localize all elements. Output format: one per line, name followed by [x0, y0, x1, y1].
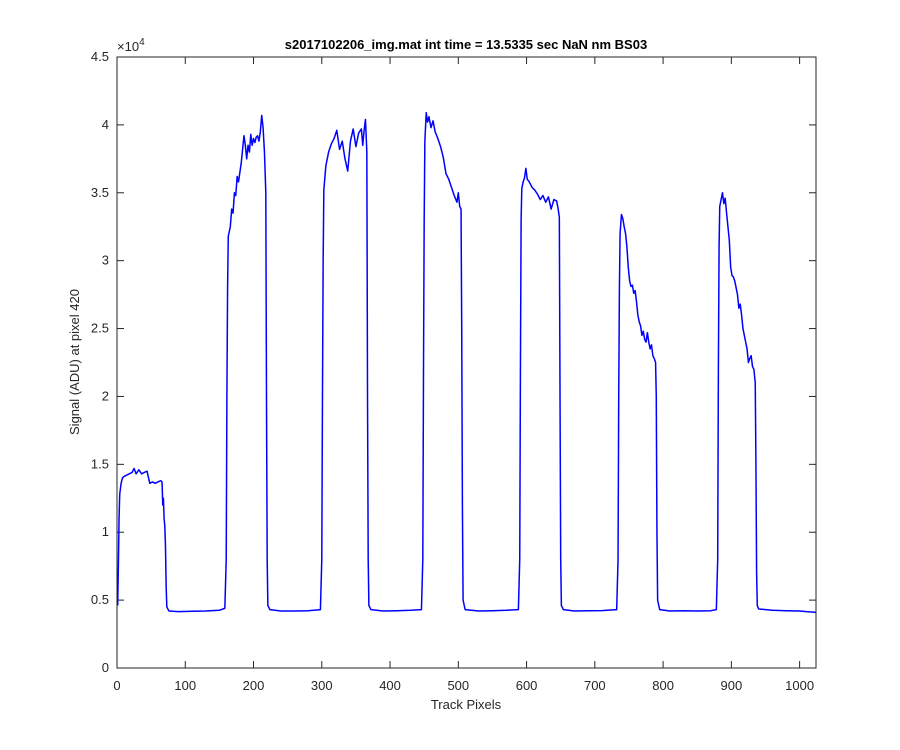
y-exponent-power: 4	[139, 37, 145, 48]
chart-title: s2017102206_img.mat int time = 13.5335 s…	[285, 37, 647, 52]
y-exponent-label: ×104	[117, 37, 145, 54]
x-tick-label: 900	[721, 678, 743, 693]
y-tick-label: 2	[102, 388, 109, 403]
x-tick-label: 100	[174, 678, 196, 693]
x-tick-label: 800	[652, 678, 674, 693]
y-tick-label: 4	[102, 117, 109, 132]
x-tick-label: 600	[516, 678, 538, 693]
x-tick-label: 400	[379, 678, 401, 693]
y-tick-label: 3.5	[91, 185, 109, 200]
x-tick-label: 500	[447, 678, 469, 693]
y-tick-label: 2.5	[91, 321, 109, 336]
x-axis-label: Track Pixels	[431, 697, 502, 712]
y-tick-label: 1.5	[91, 456, 109, 471]
x-tick-label: 1000	[785, 678, 814, 693]
y-tick-label: 3	[102, 253, 109, 268]
y-tick-label: 1	[102, 524, 109, 539]
series-line	[116, 111, 817, 614]
x-tick-label: 700	[584, 678, 606, 693]
y-tick-label: 0.5	[91, 592, 109, 607]
y-axis-label: Signal (ADU) at pixel 420	[67, 289, 82, 435]
y-tick-label: 4.5	[91, 49, 109, 64]
y-tick-label: 0	[102, 660, 109, 675]
x-tick-label: 200	[243, 678, 265, 693]
plot-area: 0 100 200 300 400 500 600 700 800 900 1000 0 0.5 1 1.…	[91, 49, 817, 693]
y-ticks: 0 0.5 1 1.5 2 2.5 3 3.5 4 4.5	[91, 49, 816, 675]
x-tick-label: 0	[113, 678, 120, 693]
x-ticks: 0 100 200 300 400 500 600 700 800 900 1000	[113, 57, 814, 693]
axes-box	[116, 56, 817, 669]
x-tick-label: 300	[311, 678, 333, 693]
y-exponent-base: ×10	[117, 39, 139, 54]
